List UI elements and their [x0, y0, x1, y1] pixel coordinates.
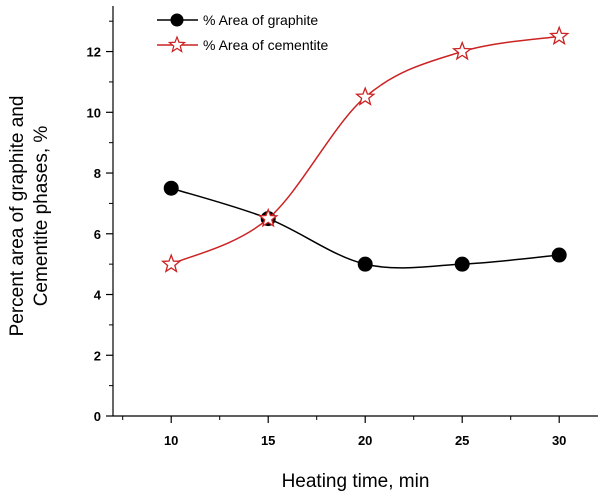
data-point: [163, 180, 179, 196]
series-cementite: [160, 25, 570, 273]
x-axis-ticks: 10 15 20 25 30: [122, 416, 566, 448]
data-point: [454, 256, 470, 272]
x-tick-label: 25: [455, 433, 469, 448]
legend-marker-graphite: [170, 13, 184, 27]
legend: % Area of graphite % Area of cementite: [157, 12, 329, 53]
y-tick-label: 6: [94, 227, 101, 242]
y-axis-title-line-1: Percent area of graphite and: [7, 96, 28, 337]
data-point: [160, 253, 182, 273]
y-axis-title-line-2: Cementite phases, %: [31, 126, 52, 307]
x-axis-title: Heating time, min: [282, 471, 430, 492]
y-tick-label: 10: [87, 105, 101, 120]
x-tick-label: 15: [261, 433, 275, 448]
y-tick-label: 12: [87, 45, 101, 60]
x-tick-label: 10: [164, 433, 178, 448]
series-graphite: [163, 180, 567, 272]
plot-axes: [112, 6, 598, 417]
legend-item-cementite: % Area of cementite: [157, 35, 329, 53]
legend-label-graphite: % Area of graphite: [203, 12, 318, 28]
y-axis-ticks: 0 2 4 6 8 10 12: [87, 20, 113, 424]
data-point: [548, 25, 570, 46]
series-line: [170, 187, 560, 269]
y-tick-label: 4: [94, 288, 102, 303]
data-point: [354, 86, 376, 106]
data-point: [551, 247, 567, 263]
y-axis-title: Percent area of graphite and Cementite p…: [7, 96, 52, 337]
y-tick-label: 2: [94, 348, 101, 363]
x-tick-label: 20: [358, 433, 372, 448]
legend-item-graphite: % Area of graphite: [157, 12, 318, 28]
y-tick-label: 0: [94, 409, 101, 424]
data-point: [451, 40, 473, 61]
y-tick-label: 8: [94, 166, 101, 181]
data-point: [357, 256, 373, 272]
series-layer: [160, 25, 570, 273]
x-tick-label: 30: [552, 433, 566, 448]
series-line: [170, 35, 560, 265]
data-point: [257, 207, 279, 228]
legend-label-cementite: % Area of cementite: [203, 37, 329, 53]
legend-marker-cementite: [167, 35, 187, 53]
